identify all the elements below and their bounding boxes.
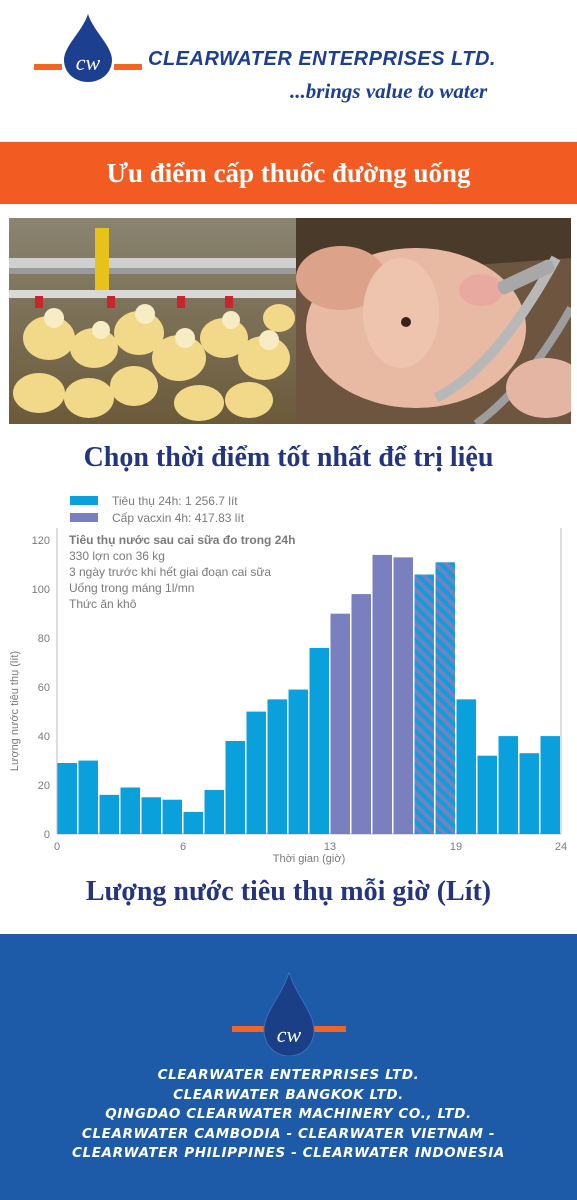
slogan: ...brings value to water [290, 79, 488, 103]
y-tick-label: 80 [38, 633, 50, 645]
section-title: Chọn thời điểm tốt nhất để trị liệu [83, 442, 494, 473]
water-drop-logo-icon: cw [60, 14, 116, 87]
bar [372, 554, 392, 834]
legend-label: Cấp vacxin 4h: 417.83 lít [112, 511, 245, 525]
bar [246, 711, 266, 834]
footer-logo-line-right [314, 1026, 346, 1032]
bar [225, 740, 245, 834]
y-tick-label: 40 [38, 731, 50, 743]
bar [330, 613, 350, 834]
footer-company-list: CLEARWATER ENTERPRISES LTD. CLEARWATER B… [0, 1066, 577, 1164]
footer-line: CLEARWATER CAMBODIA - CLEARWATER VIETNAM… [81, 1125, 496, 1142]
pig-drinking-photo [296, 218, 571, 424]
banner: Ưu điểm cấp thuốc đường uống [0, 142, 577, 204]
y-tick-label: 0 [44, 829, 50, 841]
bar [519, 753, 539, 834]
logo-line-left [34, 64, 62, 70]
footer-line: CLEARWATER ENTERPRISES LTD. [157, 1067, 420, 1083]
y-tick-label: 20 [38, 780, 50, 792]
bar [183, 811, 203, 834]
x-tick-label: 19 [450, 841, 462, 853]
bar [141, 797, 161, 834]
bar [204, 789, 224, 834]
bar [540, 736, 560, 834]
chicks-drinking-photo [9, 218, 296, 424]
bar [267, 699, 287, 834]
chart-legend: Tiêu thụ 24h: 1 256.7 lít Cấp vacxin 4h: … [70, 494, 245, 525]
bar [99, 794, 119, 834]
bar [57, 763, 77, 834]
chart-annotation: Tiêu thụ nước sau cai sữa đo trong 24h 33… [69, 533, 295, 611]
footer-line: CLEARWATER BANGKOK LTD. [173, 1086, 404, 1103]
bar [456, 699, 476, 834]
bar [162, 799, 182, 834]
svg-text:cw: cw [277, 1022, 302, 1047]
x-tick-label: 24 [555, 841, 567, 853]
svg-text:cw: cw [76, 50, 101, 75]
header: cw CLEARWATER ENTERPRISES LTD. ...brings… [0, 0, 577, 140]
footer-logo-line-left [232, 1026, 264, 1032]
bar [288, 689, 308, 834]
bar [351, 594, 371, 834]
annotation-line: 3 ngày trước khi hết giai đoạn cai sữa [69, 565, 271, 579]
footer-line: CLEARWATER PHILIPPINES - CLEARWATER INDO… [72, 1145, 505, 1161]
bar [309, 647, 329, 834]
chart-caption: Lượng nước tiêu thụ mỗi giờ (Lít) [85, 876, 492, 907]
annotation-title: Tiêu thụ nước sau cai sữa đo trong 24h [69, 533, 295, 547]
chart-bars [57, 554, 560, 834]
water-consumption-chart: Tiêu thụ 24h: 1 256.7 lít Cấp vacxin 4h: … [9, 494, 567, 865]
x-tick-label: 0 [54, 841, 60, 853]
annotation-line: Thức ăn khô [69, 597, 137, 611]
legend-swatch [70, 513, 98, 522]
x-axis-label: Thời gian (giờ) [273, 853, 346, 865]
y-tick-label: 120 [32, 535, 50, 547]
banner-title: Ưu điểm cấp thuốc đường uống [106, 157, 471, 188]
annotation-line: 330 lợn con 36 kg [69, 549, 165, 563]
y-tick-label: 100 [32, 584, 50, 596]
bar [435, 562, 455, 834]
chart-axes: 0 20 40 60 80 100 120 0 6 13 19 24 Thời gian (giờ) Lư… [9, 528, 567, 865]
bar [120, 787, 140, 834]
logo-line-right [114, 64, 142, 70]
footer: cw [0, 934, 577, 1200]
legend-swatch [70, 496, 98, 505]
legend-label: Tiêu thụ 24h: 1 256.7 lít [112, 494, 238, 508]
x-tick-label: 6 [180, 841, 186, 853]
annotation-line: Uống trong máng 1l/mn [69, 581, 194, 595]
bar [393, 557, 413, 834]
bar [414, 574, 434, 834]
x-tick-label: 13 [324, 841, 336, 853]
y-tick-label: 60 [38, 682, 50, 694]
bar [78, 760, 98, 834]
bar [477, 755, 497, 834]
y-axis-label: Lượng nước tiêu thụ (lít) [9, 651, 21, 771]
bar [498, 736, 518, 834]
footer-line: QINGDAO CLEARWATER MACHINERY CO., LTD. [105, 1106, 472, 1122]
company-name: CLEARWATER ENTERPRISES LTD. [148, 48, 496, 70]
footer-water-drop-logo-icon: cw [262, 970, 316, 1061]
